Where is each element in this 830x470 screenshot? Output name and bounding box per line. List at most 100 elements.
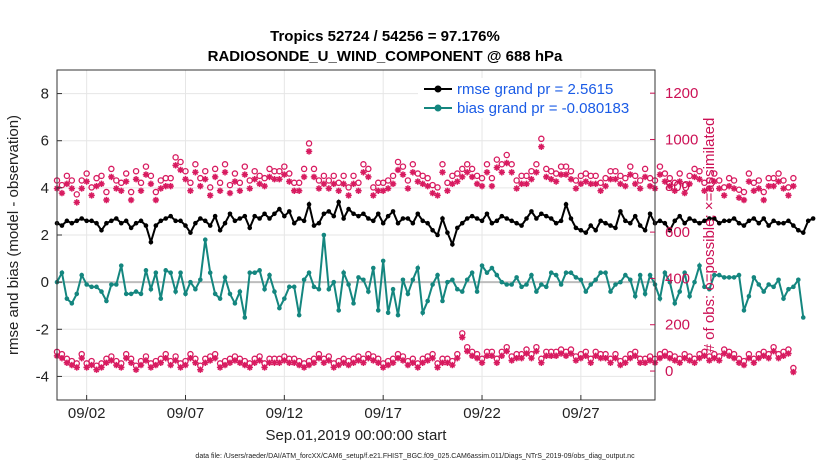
bias-point [796, 277, 801, 283]
obs-low-assimilated-point [434, 364, 441, 371]
obs-assimilated-point [58, 189, 66, 197]
obs-low-assimilated-point [108, 357, 115, 364]
obs-assimilated-point [429, 189, 436, 197]
rmse-point [608, 223, 613, 228]
y-tick-label-right: 400 [665, 270, 690, 287]
obs-possible-point [281, 163, 288, 170]
obs-low-assimilated-point [449, 361, 456, 369]
obs-assimilated-point [449, 180, 456, 188]
obs-low-assimilated-point [211, 354, 219, 362]
obs-low-assimilated-point [780, 352, 787, 360]
obs-low-assimilated-point [681, 354, 688, 362]
bias-point [800, 315, 806, 320]
obs-possible-point [152, 188, 160, 196]
legend-bias-label: bias grand pr = -0.080183 [457, 100, 629, 117]
bias-point [568, 270, 574, 276]
obs-possible-point [671, 179, 679, 187]
rmse-point [430, 227, 435, 233]
obs-assimilated-point [350, 180, 357, 188]
obs-assimilated-point [760, 196, 767, 204]
rmse-point [321, 211, 327, 217]
x-tick-label: 09/17 [364, 405, 402, 422]
obs-assimilated-point [716, 185, 723, 192]
obs-low-assimilated-point [552, 352, 560, 360]
obs-possible-point [192, 161, 199, 168]
obs-possible-point [686, 172, 693, 180]
rmse-point [173, 218, 178, 224]
bias-point [746, 293, 752, 299]
chart-title-line2: RADIOSONDE_U_WIND_COMPONENT @ 688 hPa [208, 48, 563, 65]
bias-point [736, 272, 742, 278]
bias-point [114, 282, 119, 287]
obs-possible-point [394, 158, 402, 166]
obs-possible-point [439, 161, 446, 168]
obs-assimilated-point [177, 166, 184, 174]
obs-low-assimilated-point [607, 359, 614, 366]
obs-possible-point [473, 172, 481, 180]
obs-assimilated-point [463, 169, 471, 176]
legend-rmse-marker [434, 85, 442, 93]
rmse-point [420, 218, 426, 224]
y-tick-label-left: 8 [41, 86, 49, 103]
bias-point [548, 270, 554, 276]
y-tick-label-right: 600 [665, 224, 690, 241]
rmse-point [662, 220, 668, 226]
obs-low-assimilated-point [152, 361, 160, 369]
obs-assimilated-point [711, 178, 718, 185]
obs-possible-point [617, 172, 624, 180]
obs-low-assimilated-point [113, 361, 120, 369]
obs-assimilated-point [424, 182, 431, 190]
bias-point [301, 277, 307, 283]
obs-assimilated-point [182, 176, 189, 183]
obs-low-assimilated-point [379, 364, 387, 371]
obs-low-assimilated-point [666, 354, 674, 362]
obs-low-assimilated-point [202, 359, 209, 366]
obs-assimilated-point [557, 171, 565, 178]
rmse-point [163, 216, 169, 221]
rmse-line [56, 198, 814, 248]
obs-possible-point [597, 179, 604, 187]
obs-assimilated-point [641, 173, 649, 181]
obs-assimilated-point [627, 171, 634, 178]
obs-possible-point [429, 181, 436, 189]
obs-low-assimilated-point [399, 357, 407, 364]
obs-low-assimilated-point [236, 359, 244, 366]
bias-point [262, 286, 267, 292]
rmse-point [677, 213, 683, 219]
obs-low-assimilated-point [686, 357, 693, 364]
x-ticks: 09/02 09/07 09/12 09/17 09/22 09/27 [68, 395, 600, 422]
bias-point [489, 265, 495, 271]
rmse-point [682, 220, 687, 226]
rmse-point [761, 216, 767, 221]
obs-possible-point [449, 172, 456, 180]
obs-possible-point [503, 151, 510, 159]
obs-low-assimilated-point [122, 354, 130, 362]
obs-possible-point [567, 167, 575, 175]
rmse-point [425, 220, 430, 226]
obs-low-assimilated-point [661, 352, 669, 360]
rmse-point [282, 213, 287, 219]
rmse-point [84, 218, 89, 224]
rmse-point [148, 239, 154, 245]
bias-point [524, 282, 529, 287]
rmse-point [242, 213, 248, 219]
bias-point [356, 275, 361, 280]
obs-low-assimilated-point [207, 357, 214, 364]
bias-point [716, 272, 722, 278]
obs-low-assimilated-point [414, 364, 421, 371]
x-tick-label: 09/12 [266, 405, 304, 422]
legend-rmse-label: rmse grand pr = 2.5615 [457, 81, 613, 98]
obs-low-assimilated-point [478, 359, 486, 366]
obs-possible-point [177, 158, 184, 166]
obs-assimilated-point [745, 178, 753, 185]
obs-assimilated-point [602, 182, 609, 190]
bias-point [375, 308, 381, 313]
rmse-point [489, 220, 495, 226]
obs-possible-point [335, 179, 342, 187]
obs-low-assimilated-point [671, 357, 678, 364]
obs-assimilated-point [473, 180, 481, 188]
bias-point [766, 282, 771, 287]
bias-point [499, 279, 505, 285]
rmse-point [118, 220, 124, 226]
